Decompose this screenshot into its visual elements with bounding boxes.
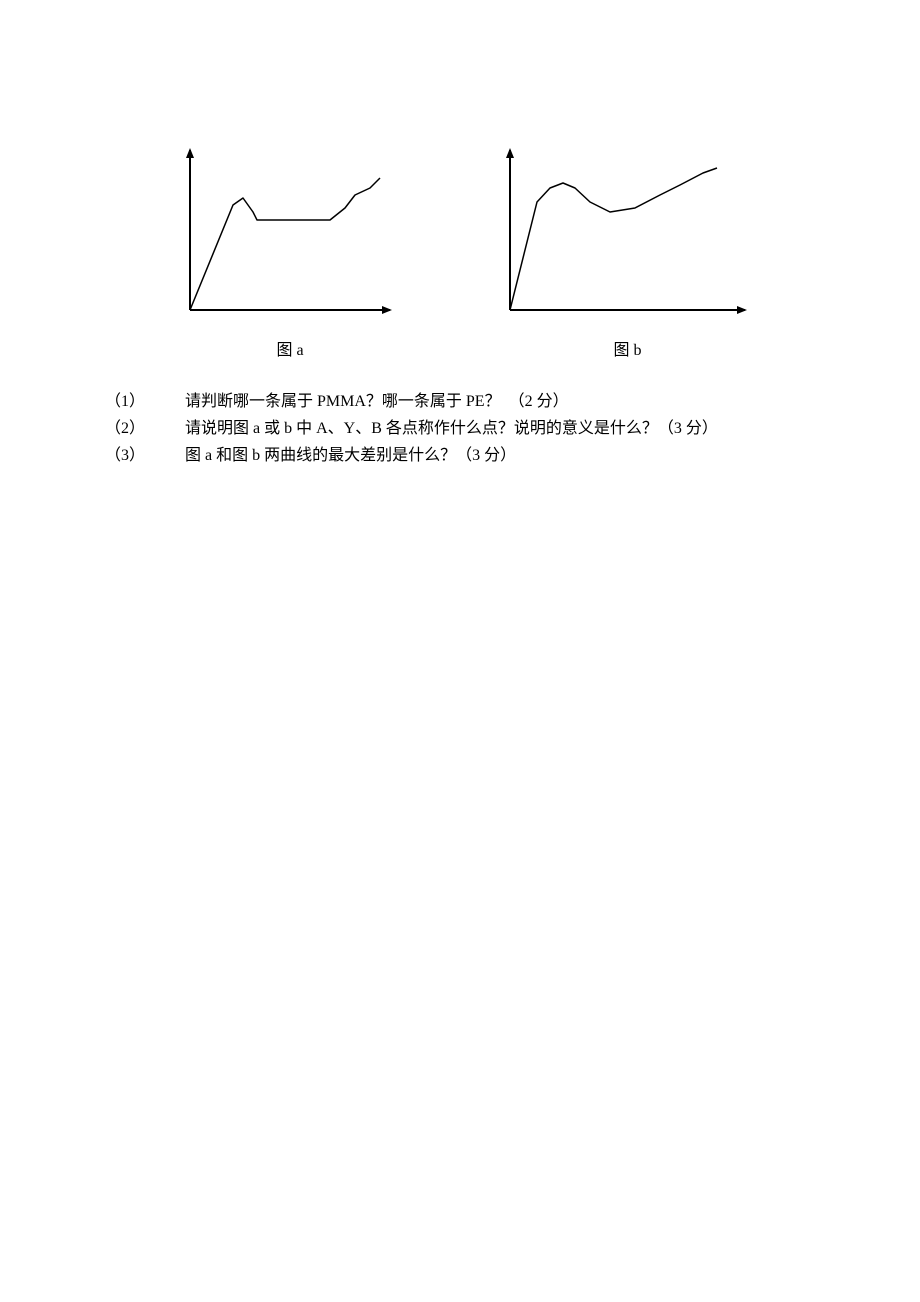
question-3: （3） 图 a 和图 b 两曲线的最大差别是什么？（3 分） — [105, 444, 718, 469]
question-text: 图 a 和图 b 两曲线的最大差别是什么？（3 分） — [185, 444, 718, 469]
chart-b — [495, 140, 760, 330]
chart-b-label: 图 b — [613, 336, 641, 360]
question-2: （2） 请说明图 a 或 b 中 A、Y、B 各点称作什么点？说明的意义是什么？… — [105, 417, 718, 442]
chart-a-label: 图 a — [276, 336, 303, 360]
question-number: （2） — [105, 417, 185, 442]
question-text: 请说明图 a 或 b 中 A、Y、B 各点称作什么点？说明的意义是什么？（3 分… — [185, 417, 718, 442]
question-number: （3） — [105, 444, 185, 469]
charts-container: 图 a 图 b — [175, 140, 760, 360]
chart-b-wrapper: 图 b — [495, 140, 760, 360]
questions-list: （1） 请判断哪一条属于 PMMA？哪一条属于 PE？ （2 分） （2） 请说… — [105, 390, 718, 470]
question-number: （1） — [105, 390, 185, 415]
chart-a — [175, 140, 405, 330]
chart-a-wrapper: 图 a — [175, 140, 405, 360]
question-text: 请判断哪一条属于 PMMA？哪一条属于 PE？ （2 分） — [185, 390, 718, 415]
question-1: （1） 请判断哪一条属于 PMMA？哪一条属于 PE？ （2 分） — [105, 390, 718, 415]
